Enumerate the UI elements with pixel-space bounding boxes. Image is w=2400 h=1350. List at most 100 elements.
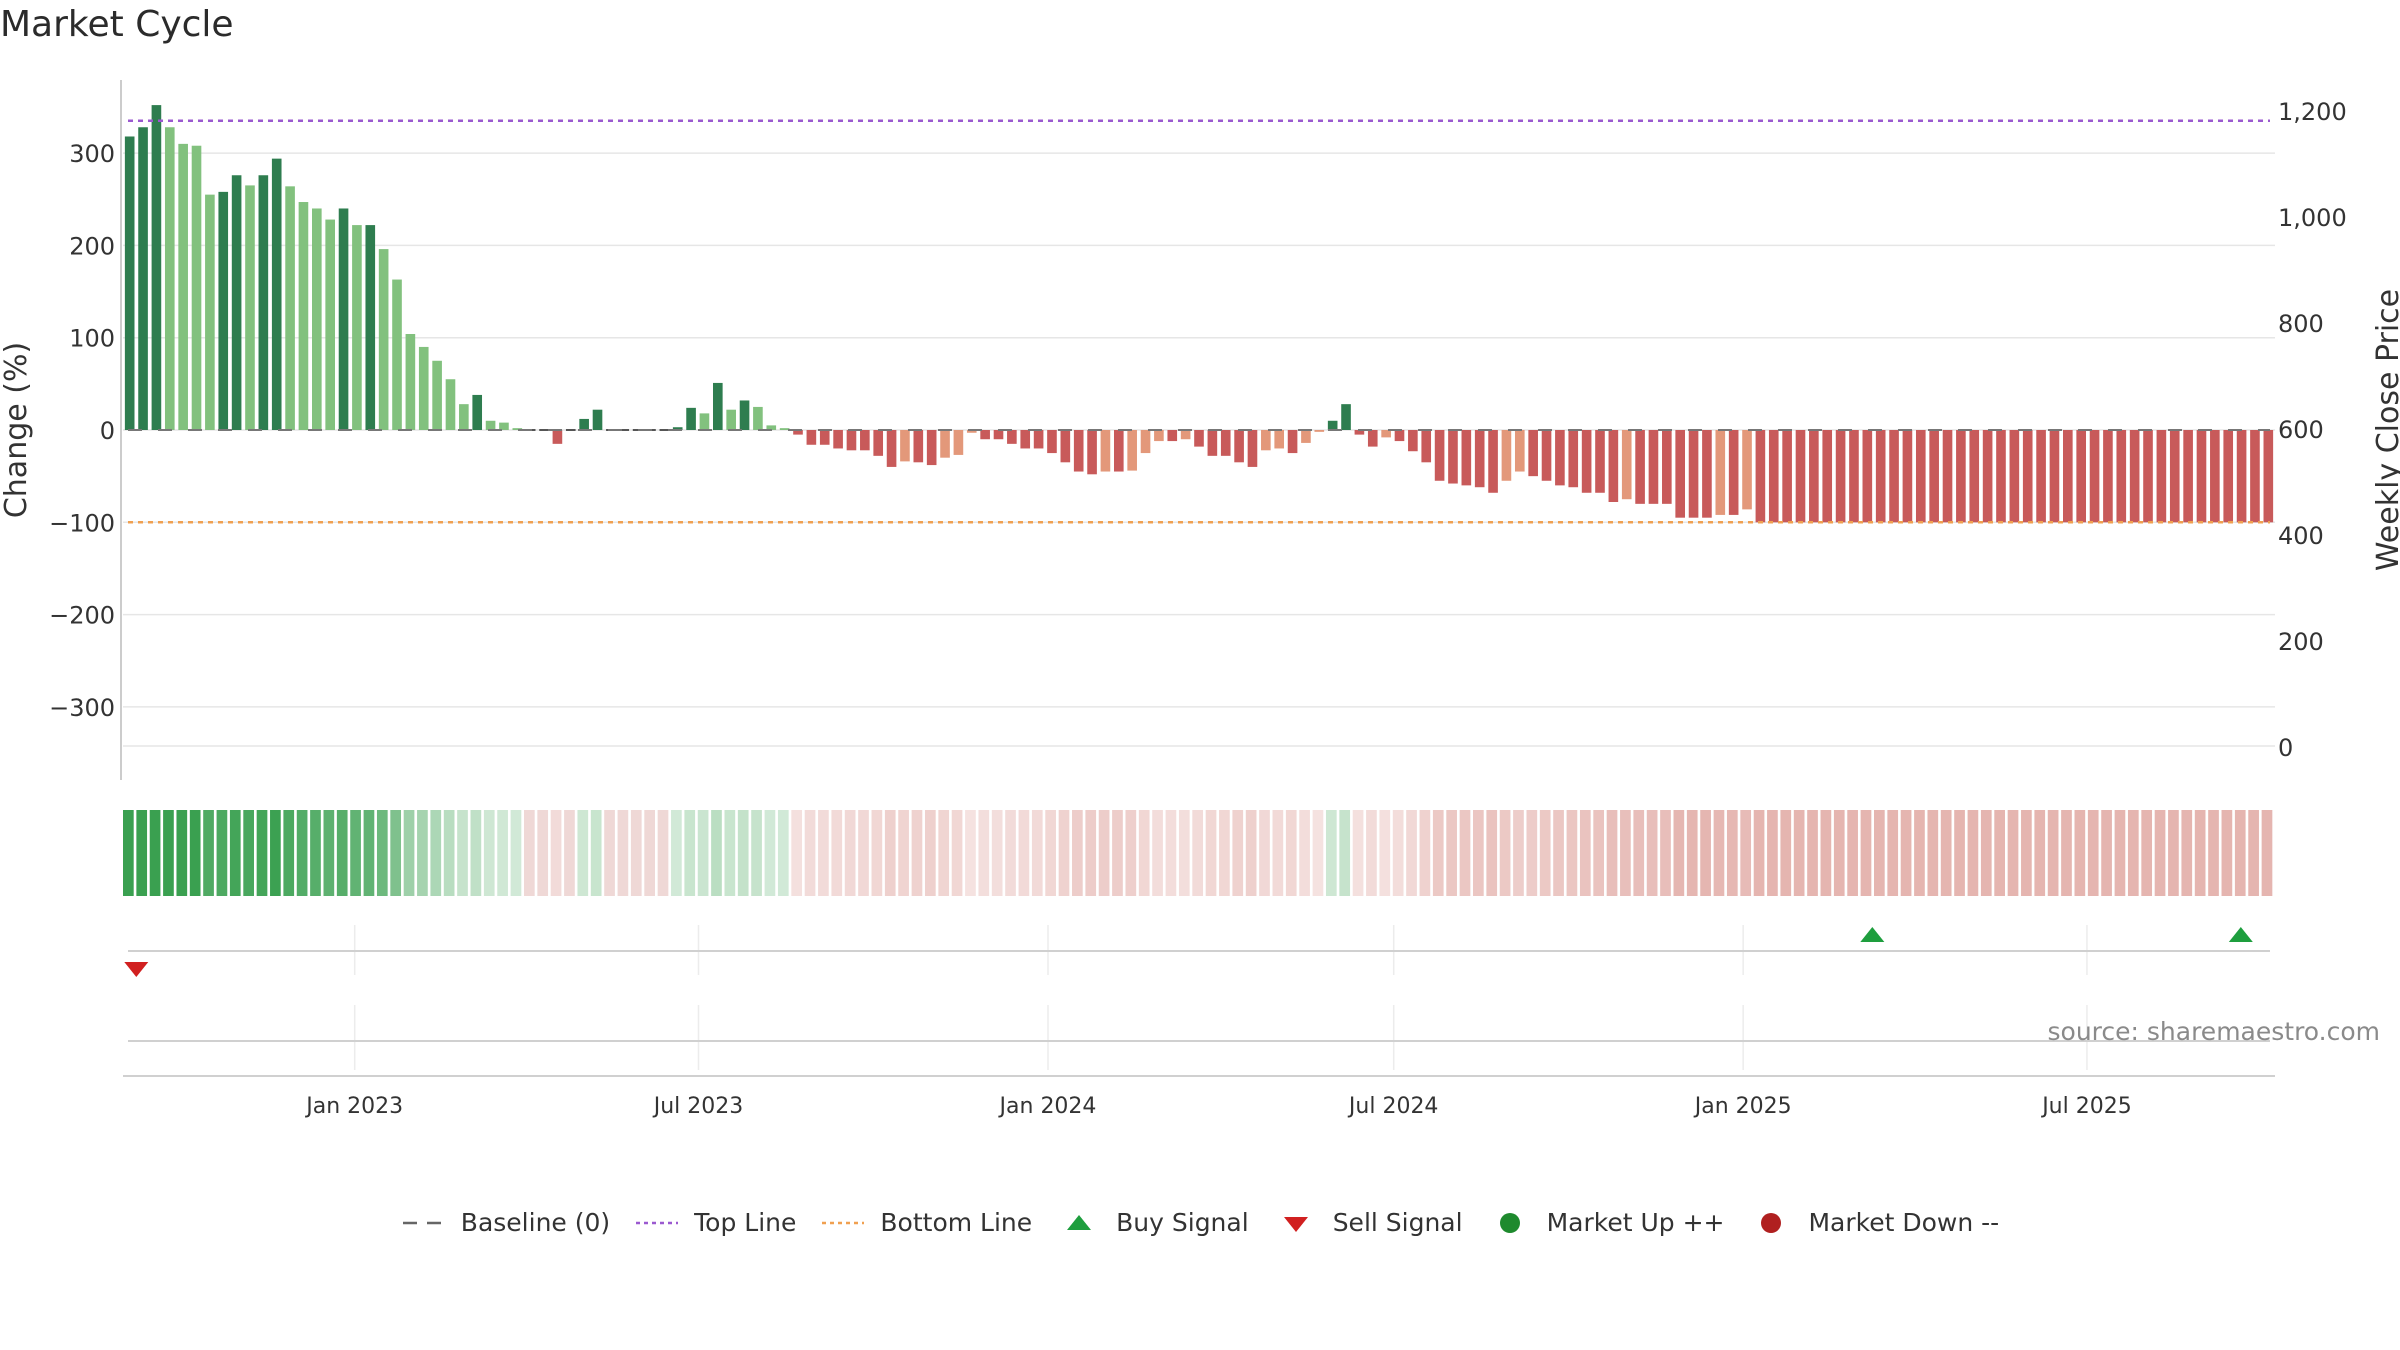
bar xyxy=(1742,430,1752,510)
strip-cell xyxy=(804,810,816,896)
bar xyxy=(926,430,937,466)
strip-cell xyxy=(550,810,562,896)
bar xyxy=(405,334,416,430)
strip-cell xyxy=(1165,810,1177,896)
legend-item: Top Line xyxy=(634,1208,796,1237)
bar xyxy=(271,158,282,430)
strip-cell xyxy=(617,810,629,896)
strip-cell xyxy=(483,810,495,896)
bar xyxy=(659,429,670,431)
strip-cell xyxy=(1419,810,1431,896)
strip-cell xyxy=(390,810,402,896)
strip-cell xyxy=(911,810,923,896)
bar xyxy=(312,208,322,430)
bar xyxy=(325,219,335,430)
y-tick-label-left: −300 xyxy=(49,694,115,722)
bar xyxy=(205,194,215,430)
strip-cell xyxy=(1940,810,1952,896)
bar xyxy=(873,430,884,456)
strip-cell xyxy=(1539,810,1551,896)
bar xyxy=(2009,430,2020,523)
strip-cell xyxy=(176,810,188,896)
bar xyxy=(2076,430,2086,523)
strip-cell xyxy=(671,810,682,896)
bar xyxy=(1621,430,1632,500)
buy-signal-marker xyxy=(2228,927,2253,942)
bar xyxy=(2036,430,2046,523)
x-tick-label: Jul 2025 xyxy=(2040,1094,2132,1119)
strip-cell xyxy=(1526,810,1538,896)
y-tick-label-left: −200 xyxy=(49,602,115,630)
strip-cell xyxy=(978,810,990,896)
strip-cell xyxy=(2141,810,2153,896)
y-tick-label-right: 400 xyxy=(2278,522,2324,550)
bar xyxy=(1982,430,1993,523)
y-tick-label-left: 0 xyxy=(100,417,115,445)
strip-cell xyxy=(1633,810,1645,896)
x-tick-label: Jul 2023 xyxy=(652,1094,744,1119)
strip-cell xyxy=(1660,810,1671,896)
bar xyxy=(1608,430,1619,502)
strip-cell xyxy=(1432,810,1444,896)
bar xyxy=(1662,430,1672,504)
strip-cell xyxy=(283,810,295,896)
bar xyxy=(2103,430,2113,523)
bar xyxy=(1461,430,1472,486)
strip-cell xyxy=(1031,810,1043,896)
bar xyxy=(1942,430,1953,523)
chart-legend: Baseline (0) Top Line Bottom Line Buy Signa… xyxy=(0,1208,2400,1237)
bar xyxy=(392,279,402,430)
bar xyxy=(1702,430,1712,518)
strip-cell xyxy=(363,810,375,896)
bar-series xyxy=(124,105,2274,523)
strip-cell xyxy=(136,810,148,896)
bar xyxy=(2263,430,2274,523)
strip-cell xyxy=(2127,810,2139,896)
legend-item: Buy Signal xyxy=(1056,1208,1249,1237)
strip-cell xyxy=(1967,810,1979,896)
bar xyxy=(686,407,696,430)
bar xyxy=(378,249,389,430)
strip-cell xyxy=(1098,810,1110,896)
strip-cell xyxy=(1352,810,1364,896)
strip-cell xyxy=(1686,810,1698,896)
strip-cell xyxy=(1473,810,1484,896)
strip-cell xyxy=(1392,810,1404,896)
bar xyxy=(512,428,523,430)
strip-cell xyxy=(1299,810,1310,896)
strip-cell xyxy=(203,810,214,896)
x-tick-label: Jul 2024 xyxy=(1347,1094,1439,1119)
strip-cell xyxy=(1486,810,1498,896)
strip-cell xyxy=(1673,810,1685,896)
legend-label: Top Line xyxy=(694,1208,797,1237)
bar xyxy=(1261,430,1271,451)
y-tick-label-right: 1,000 xyxy=(2278,204,2347,232)
strip-cell xyxy=(2168,810,2179,896)
strip-cell xyxy=(2101,810,2112,896)
strip-cell xyxy=(1045,810,1056,896)
bar xyxy=(499,422,509,430)
bar xyxy=(1287,430,1298,454)
bar xyxy=(2089,430,2100,523)
bar xyxy=(2063,430,2073,523)
buy-signal-marker xyxy=(1860,927,1885,942)
circle-icon xyxy=(1761,1212,1782,1233)
strip-cell xyxy=(1954,810,1965,896)
strip-cell xyxy=(1847,810,1858,896)
bar xyxy=(779,428,790,430)
strip-cell xyxy=(938,810,950,896)
bar xyxy=(1648,430,1659,504)
triangle-up-icon xyxy=(1067,1214,1092,1230)
bar xyxy=(1448,430,1458,484)
strip-cell xyxy=(1513,810,1524,896)
y-tick-label-right: 800 xyxy=(2278,310,2324,338)
strip-cell xyxy=(724,810,736,896)
bar xyxy=(1234,430,1244,463)
strip-cell xyxy=(2087,810,2099,896)
strip-cell xyxy=(2221,810,2233,896)
strip-cell xyxy=(1606,810,1618,896)
bar xyxy=(2183,430,2193,523)
strip-cell xyxy=(1914,810,1925,896)
dotted-line-icon xyxy=(636,1221,679,1224)
bar xyxy=(1314,430,1325,432)
